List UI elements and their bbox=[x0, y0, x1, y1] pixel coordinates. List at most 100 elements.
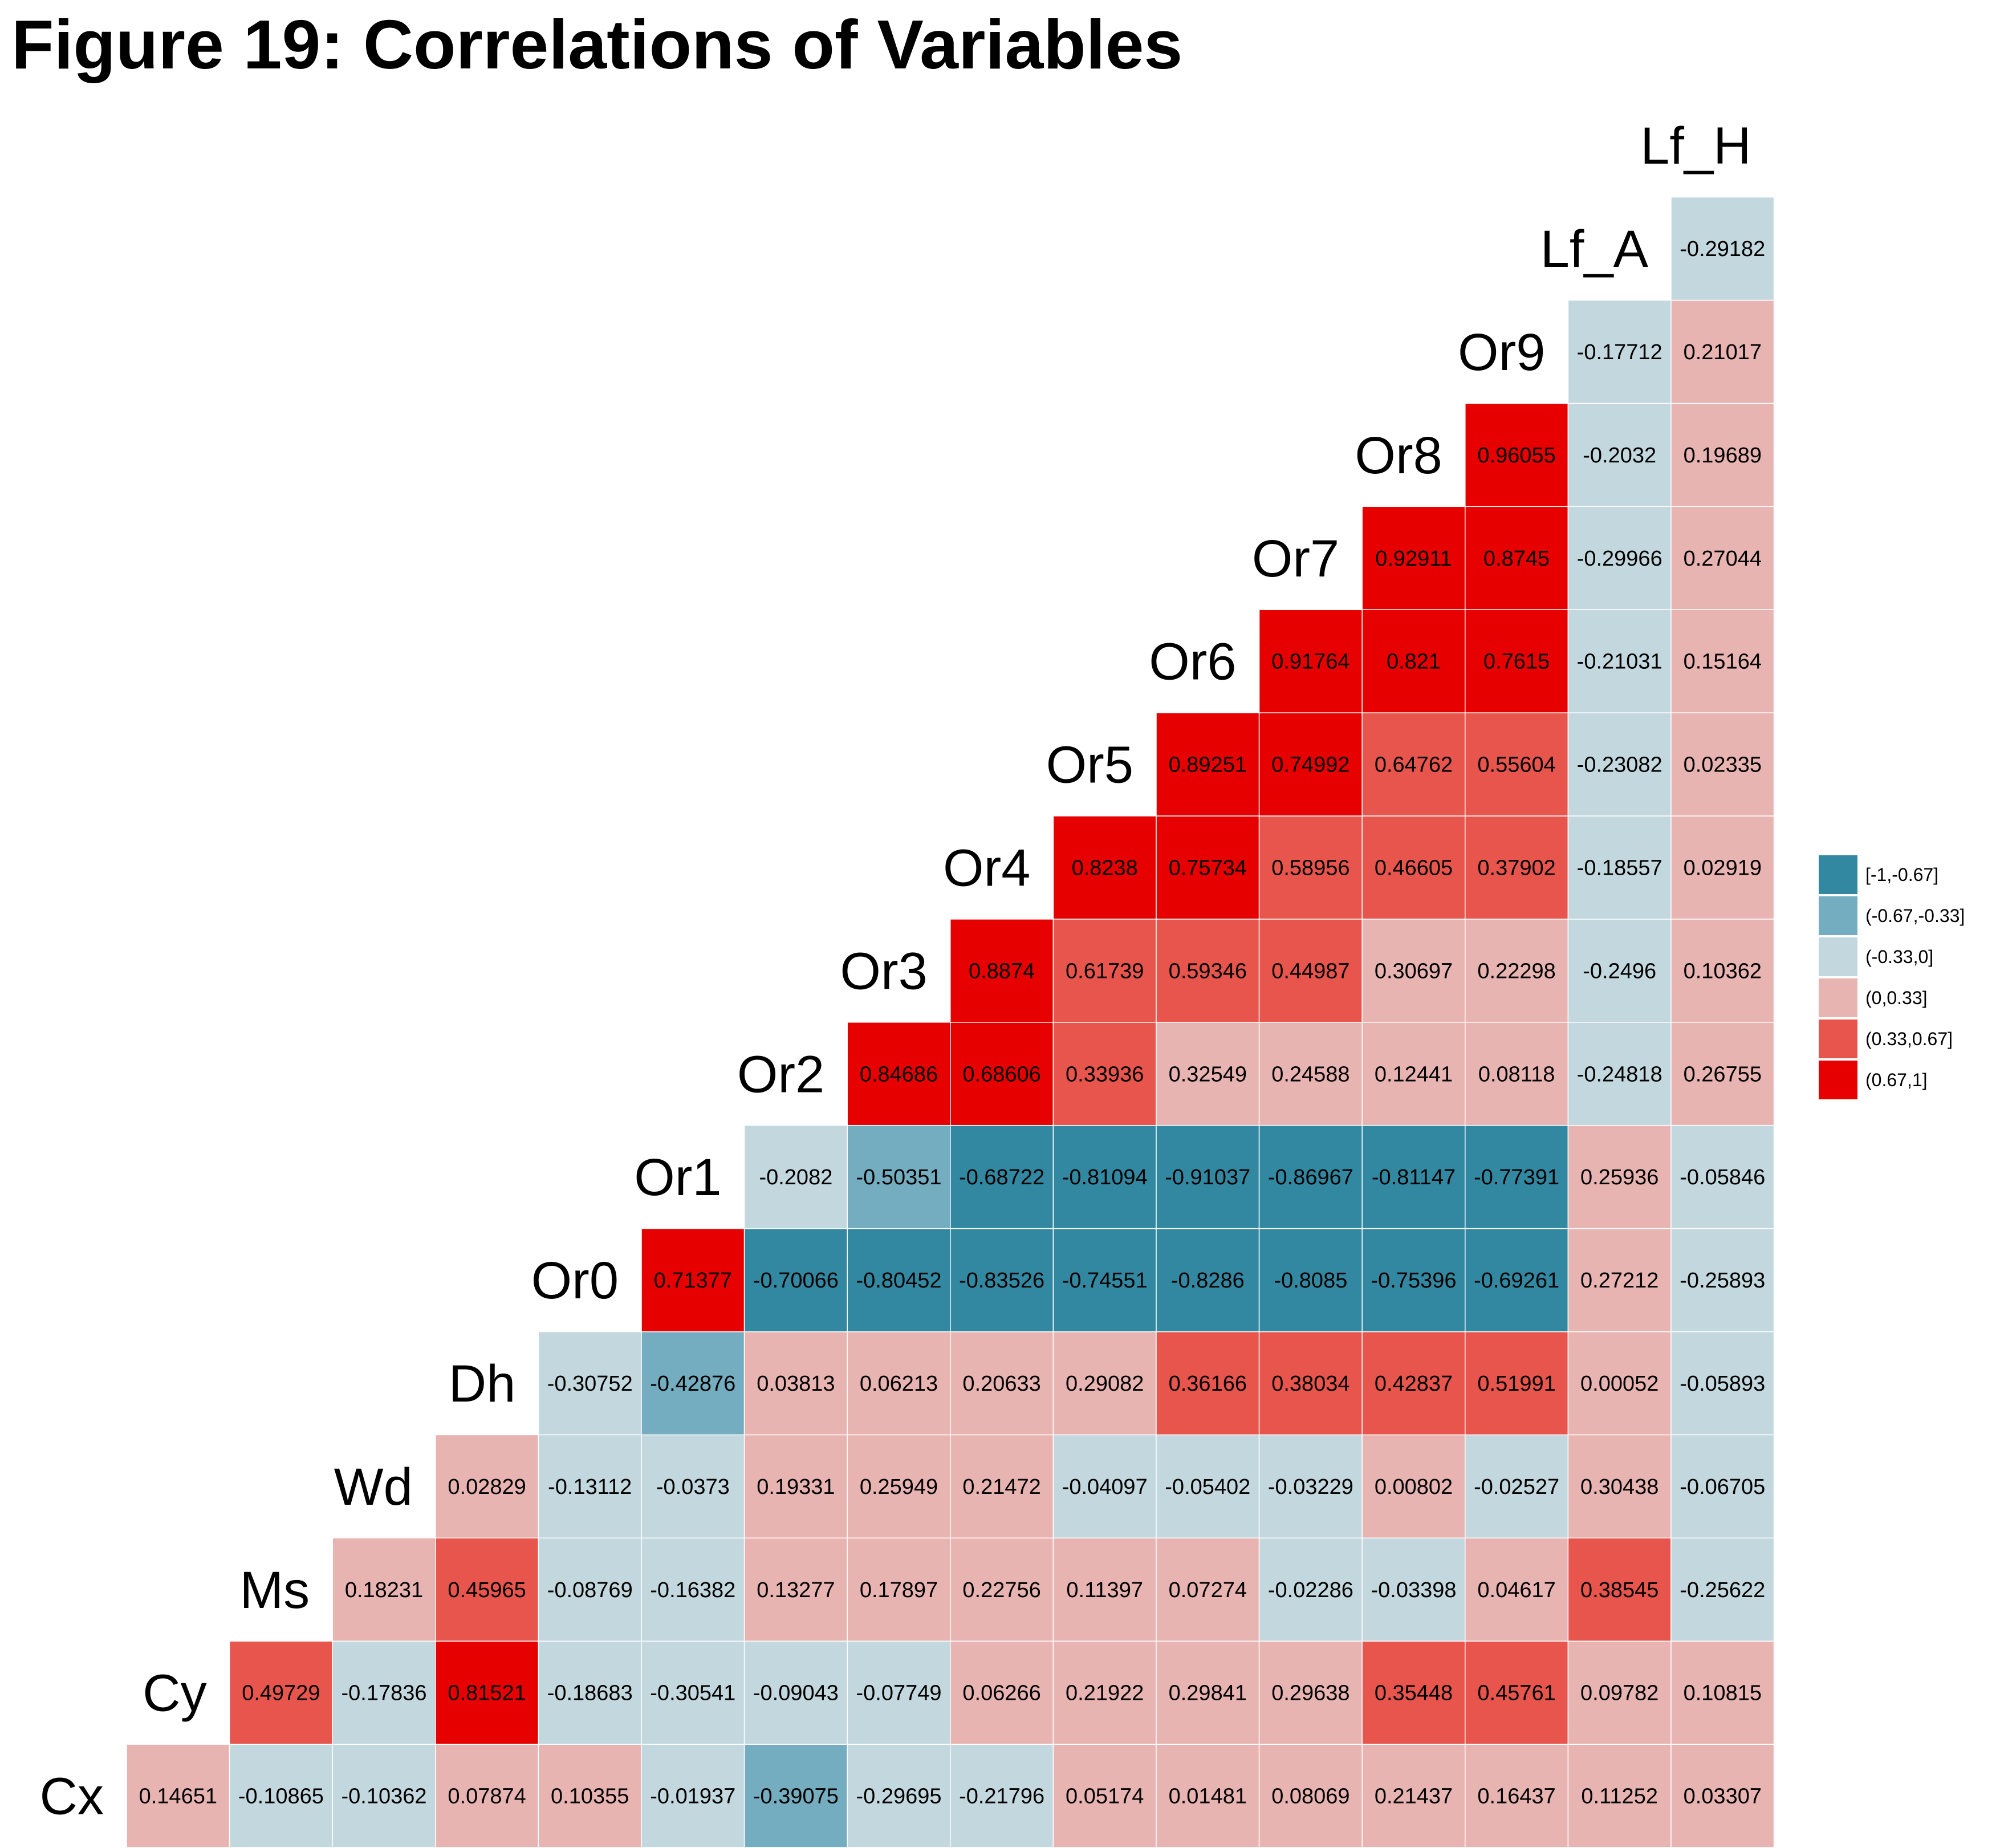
cell-rect bbox=[743, 1744, 848, 1848]
cell-value-label: 0.02335 bbox=[1684, 753, 1762, 777]
heatmap-cell: -0.10362 bbox=[332, 1744, 436, 1848]
cell-rect bbox=[1567, 712, 1672, 817]
cell-rect bbox=[1361, 506, 1466, 610]
chart-title: Figure 19: Correlations of Variables bbox=[11, 6, 1183, 83]
cell-value-label: 0.19331 bbox=[757, 1475, 835, 1499]
heatmap-cell: -0.68722 bbox=[950, 1124, 1054, 1229]
cell-rect bbox=[1465, 1744, 1569, 1848]
cell-rect bbox=[538, 1744, 642, 1848]
heatmap-cell: -0.21031 bbox=[1567, 609, 1672, 713]
heatmap-cell: -0.42876 bbox=[641, 1331, 745, 1436]
heatmap-cell: 0.51991 bbox=[1465, 1331, 1569, 1436]
cell-rect bbox=[1156, 712, 1260, 817]
heatmap-cell: 0.81521 bbox=[435, 1640, 539, 1745]
cell-value-label: -0.70066 bbox=[753, 1269, 839, 1293]
cell-value-label: -0.23082 bbox=[1577, 753, 1662, 777]
cell-value-label: -0.80452 bbox=[856, 1269, 941, 1293]
heatmap-cell: 0.08118 bbox=[1465, 1022, 1569, 1126]
heatmap-cell: -0.02527 bbox=[1465, 1434, 1569, 1539]
cell-rect bbox=[641, 1640, 745, 1745]
cell-value-label: 0.35448 bbox=[1375, 1682, 1453, 1705]
cell-value-label: 0.10815 bbox=[1684, 1682, 1762, 1705]
legend-item: (0.67,1] bbox=[1819, 1061, 1928, 1099]
heatmap-cell: 0.17897 bbox=[847, 1537, 951, 1642]
cell-value-label: 0.36166 bbox=[1169, 1372, 1247, 1396]
cell-value-label: 0.09782 bbox=[1580, 1682, 1658, 1705]
heatmap-cell: 0.22756 bbox=[950, 1537, 1054, 1642]
heatmap-cell: 0.10355 bbox=[538, 1744, 642, 1848]
heatmap-cell: -0.81094 bbox=[1052, 1124, 1157, 1229]
heatmap-cell: 0.33936 bbox=[1052, 1022, 1157, 1126]
cell-value-label: -0.16382 bbox=[650, 1578, 735, 1602]
cell-rect bbox=[1567, 919, 1672, 1023]
cell-rect bbox=[1052, 1124, 1157, 1229]
cell-rect bbox=[1465, 1228, 1569, 1333]
cell-value-label: 0.10355 bbox=[551, 1785, 629, 1809]
cell-value-label: -0.50351 bbox=[856, 1165, 941, 1189]
cell-value-label: 0.08118 bbox=[1478, 1062, 1555, 1086]
cell-rect bbox=[1361, 815, 1466, 920]
heatmap-cell: 0.27212 bbox=[1567, 1228, 1672, 1333]
cell-value-label: 0.02919 bbox=[1684, 856, 1762, 880]
cell-rect bbox=[950, 1640, 1054, 1745]
heatmap-cell: 0.30438 bbox=[1567, 1434, 1672, 1539]
cell-value-label: 0.32549 bbox=[1169, 1062, 1247, 1086]
cell-value-label: -0.30541 bbox=[650, 1682, 735, 1705]
cell-value-label: 0.05174 bbox=[1066, 1785, 1144, 1809]
cell-rect bbox=[1258, 1434, 1363, 1539]
heatmap-cell: 0.03307 bbox=[1670, 1744, 1775, 1848]
heatmap-cell: 0.68606 bbox=[950, 1022, 1054, 1126]
cell-rect bbox=[1567, 1434, 1672, 1539]
cell-rect bbox=[1156, 1640, 1260, 1745]
heatmap-cell: -0.8286 bbox=[1156, 1228, 1260, 1333]
variable-labels: Cx Cy Ms Wd Dh Or0 Or1 Or2 Or3 Or4 Or5 Or6 Or7 Or8 Or9… bbox=[40, 117, 1751, 1825]
cell-rect bbox=[435, 1744, 539, 1848]
legend-label: [-1,-0.67] bbox=[1865, 864, 1938, 885]
heatmap-cell: -0.2496 bbox=[1567, 919, 1672, 1023]
cell-value-label: 0.30697 bbox=[1375, 959, 1453, 983]
cell-rect bbox=[950, 1537, 1054, 1642]
heatmap-cell: -0.23082 bbox=[1567, 712, 1672, 817]
heatmap-cell: -0.05893 bbox=[1670, 1331, 1775, 1436]
cell-value-label: 0.33936 bbox=[1066, 1062, 1144, 1086]
cell-value-label: 0.22298 bbox=[1477, 959, 1555, 983]
legend-label: (0,0.33] bbox=[1865, 988, 1928, 1008]
cell-value-label: -0.8085 bbox=[1274, 1269, 1347, 1293]
heatmap-cell: -0.2082 bbox=[743, 1124, 848, 1229]
variable-label: Or7 bbox=[1252, 530, 1339, 588]
variable-label: Or4 bbox=[943, 839, 1030, 897]
cell-value-label: -0.25622 bbox=[1680, 1578, 1765, 1602]
heatmap-cell: -0.69261 bbox=[1465, 1228, 1569, 1333]
cell-value-label: 0.29082 bbox=[1066, 1372, 1144, 1396]
cell-value-label: 0.02829 bbox=[448, 1475, 526, 1499]
cell-value-label: -0.02286 bbox=[1268, 1578, 1353, 1602]
heatmap-cell: -0.01937 bbox=[641, 1744, 745, 1848]
cell-rect bbox=[1156, 919, 1260, 1023]
cell-value-label: 0.38545 bbox=[1580, 1578, 1658, 1602]
heatmap-cell: 0.42837 bbox=[1361, 1331, 1466, 1436]
cell-rect bbox=[950, 1228, 1054, 1333]
heatmap-cell: -0.04097 bbox=[1052, 1434, 1157, 1539]
cell-rect bbox=[847, 1331, 951, 1436]
heatmap-cell: 0.13277 bbox=[743, 1537, 848, 1642]
heatmap-cell: -0.05846 bbox=[1670, 1124, 1775, 1229]
cell-value-label: 0.59346 bbox=[1169, 959, 1247, 983]
cell-rect bbox=[1258, 1022, 1363, 1126]
cell-value-label: 0.64762 bbox=[1375, 753, 1453, 777]
heatmap-cell: 0.58956 bbox=[1258, 815, 1363, 920]
heatmap-cell: -0.08769 bbox=[538, 1537, 642, 1642]
cell-value-label: -0.86967 bbox=[1268, 1165, 1353, 1189]
cell-rect bbox=[126, 1744, 230, 1848]
legend-swatch bbox=[1819, 896, 1857, 935]
cell-rect bbox=[847, 1744, 951, 1848]
cell-rect bbox=[1052, 1022, 1157, 1126]
variable-label: Lf_A bbox=[1540, 220, 1649, 278]
cell-value-label: 0.04617 bbox=[1477, 1578, 1555, 1602]
cell-value-label: 0.10362 bbox=[1684, 959, 1762, 983]
cell-rect bbox=[847, 1537, 951, 1642]
heatmap-cell: -0.2032 bbox=[1567, 403, 1672, 507]
heatmap-cell: -0.30752 bbox=[538, 1331, 642, 1436]
cell-value-label: 0.92911 bbox=[1375, 547, 1452, 571]
heatmap-cell: 0.8745 bbox=[1465, 506, 1569, 610]
cell-value-label: -0.09043 bbox=[753, 1682, 839, 1705]
